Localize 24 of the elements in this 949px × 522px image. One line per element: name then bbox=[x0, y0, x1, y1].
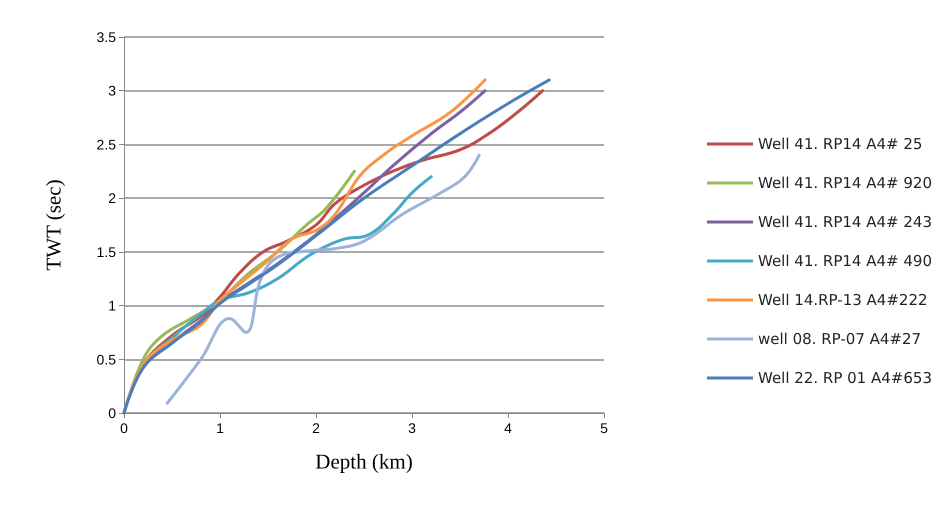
legend-label: well 08. RP-07 A4#27 bbox=[758, 330, 922, 348]
y-tick-label: 1 bbox=[108, 298, 116, 314]
x-tick-label: 3 bbox=[408, 420, 416, 436]
y-tick-label: 3 bbox=[108, 82, 116, 99]
x-tick-label: 5 bbox=[600, 420, 608, 436]
legend-label: Well 41. RP14 A4# 25 bbox=[758, 135, 922, 153]
x-tick-label: 1 bbox=[216, 420, 224, 436]
y-tick-label: 0 bbox=[108, 405, 116, 421]
legend-label: Well 41. RP14 A4# 490 bbox=[758, 252, 932, 270]
x-tick-label: 2 bbox=[312, 420, 320, 436]
y-tick-label: 3.5 bbox=[96, 29, 116, 45]
y-tick-label: 2 bbox=[108, 190, 116, 206]
legend-label: Well 22. RP 01 A4#653 bbox=[758, 369, 932, 387]
y-axis-title: TWT (sec) bbox=[42, 179, 66, 271]
y-tick-label: 1.5 bbox=[96, 244, 116, 260]
x-tick-label: 4 bbox=[504, 420, 512, 436]
y-tick-label: 0.5 bbox=[96, 351, 116, 368]
line-series bbox=[166, 154, 481, 405]
legend-label: Well 41. RP14 A4# 920 bbox=[758, 174, 932, 192]
legend-label: Well 41. RP14 A4# 243 bbox=[758, 213, 932, 231]
legend-label: Well 14.RP-13 A4#222 bbox=[758, 291, 928, 309]
y-tick-label: 2.5 bbox=[96, 136, 116, 152]
x-axis-title: Depth (km) bbox=[315, 450, 413, 474]
x-tick-label: 0 bbox=[120, 420, 128, 436]
